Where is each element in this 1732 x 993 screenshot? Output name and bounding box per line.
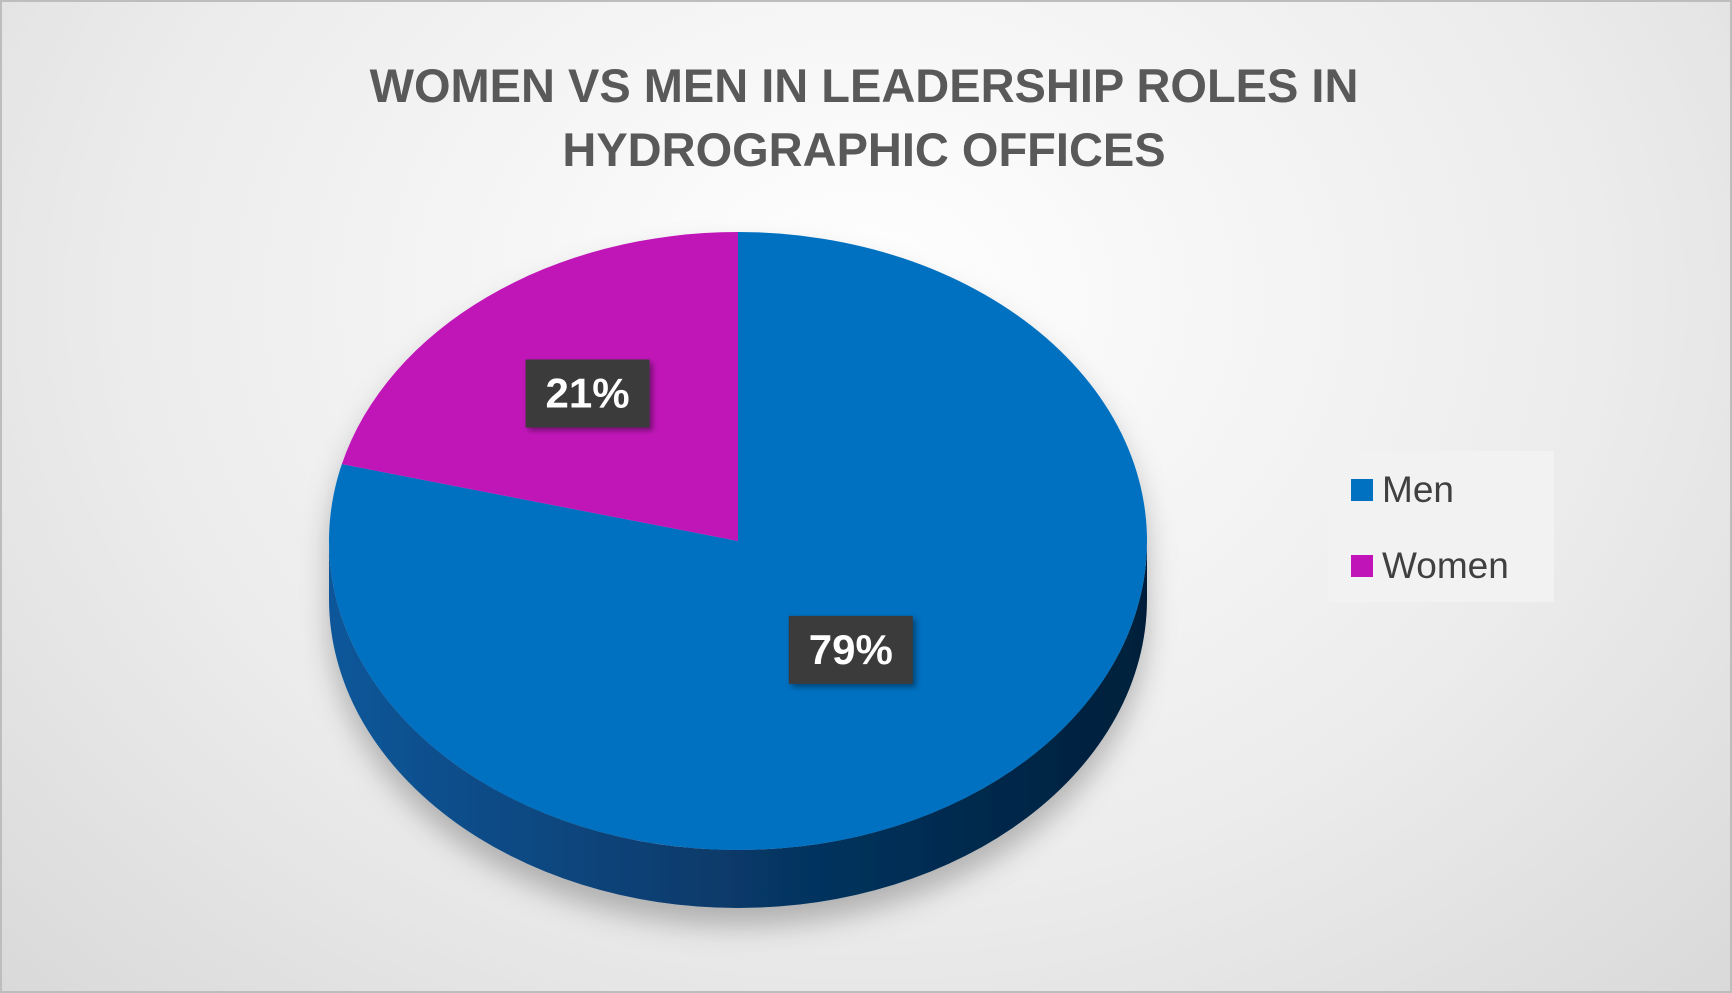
- legend-label: Men: [1382, 469, 1454, 510]
- legend-label: Women: [1382, 545, 1509, 586]
- data-label-box: [788, 615, 913, 684]
- data-label: 79%: [809, 626, 893, 673]
- legend-swatch: [1351, 555, 1373, 577]
- pie-side: [329, 541, 1147, 908]
- pie: [329, 232, 1147, 908]
- legend-swatch: [1351, 479, 1373, 501]
- data-label: 21%: [546, 370, 630, 417]
- data-label-box: [525, 359, 650, 428]
- chart-title: WOMEN VS MEN IN LEADERSHIP ROLES IN HYDR…: [369, 59, 1359, 176]
